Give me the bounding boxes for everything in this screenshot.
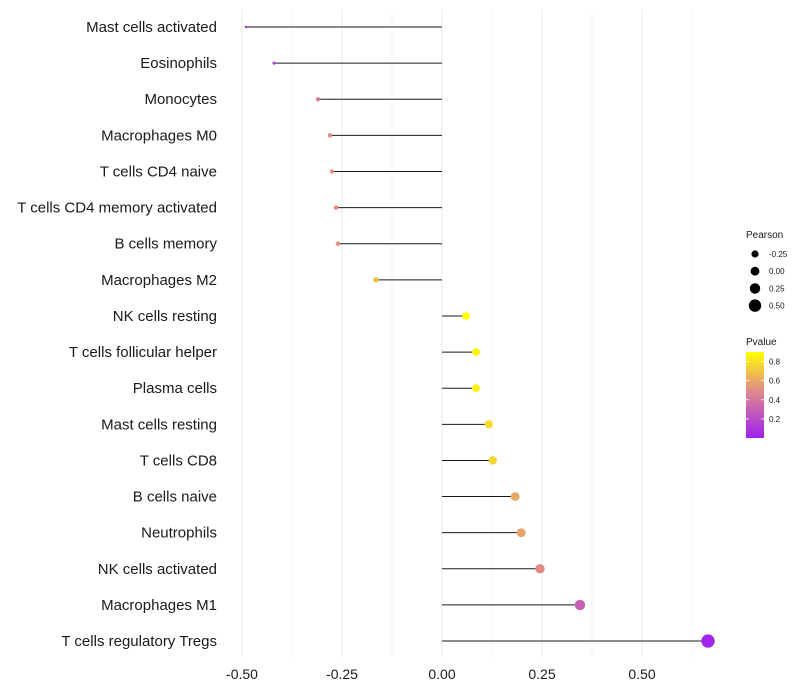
color-legend-label: 0.4 — [769, 396, 781, 405]
color-legend-label: 0.8 — [769, 358, 781, 367]
size-legend-key — [750, 266, 760, 276]
category-label: Eosinophils — [140, 55, 217, 72]
lollipop-point — [244, 25, 248, 29]
category-label: Plasma cells — [133, 380, 217, 397]
color-legend-bar — [746, 352, 764, 438]
category-label: Macrophages M2 — [101, 272, 217, 289]
point-layer — [244, 25, 715, 648]
size-legend-key — [751, 250, 759, 258]
size-legend-key — [748, 299, 762, 312]
x-tick-label: 0.00 — [428, 666, 455, 682]
lollipop-point — [472, 348, 480, 357]
color-legend-label: 0.6 — [769, 377, 781, 386]
category-label: Monocytes — [144, 91, 217, 108]
lollipop-point — [574, 599, 586, 611]
x-tick-label: 0.50 — [628, 666, 655, 682]
category-label: T cells CD4 memory activated — [17, 200, 217, 217]
lollipop-point — [329, 169, 335, 174]
lollipop-point — [315, 97, 321, 102]
lollipop-point — [535, 564, 545, 574]
size-legend-title: Pearson — [746, 230, 783, 241]
category-label: NK cells resting — [113, 308, 217, 325]
x-tick-label: -0.50 — [226, 666, 258, 682]
lollipop-point — [373, 277, 379, 283]
size-legend-label: 0.00 — [769, 267, 785, 276]
lollipop-point — [333, 205, 339, 210]
category-label: T cells CD4 naive — [100, 163, 217, 180]
color-legend: Pvalue 0.2 0.4 0.6 0.8 — [746, 337, 781, 438]
lollipop-point — [516, 528, 526, 538]
stem-layer — [246, 26, 708, 642]
category-label: T cells regulatory Tregs — [61, 633, 217, 650]
lollipop-point — [462, 312, 470, 320]
lollipop-point — [472, 384, 480, 393]
lollipop-point — [484, 420, 493, 429]
lollipop-point — [488, 456, 497, 465]
category-label: B cells memory — [114, 236, 217, 253]
color-legend-label: 0.2 — [769, 415, 781, 424]
category-label: T cells CD8 — [140, 452, 217, 469]
category-label: NK cells activated — [98, 561, 217, 578]
color-legend-title: Pvalue — [746, 337, 777, 348]
x-tick-label: -0.25 — [326, 666, 358, 682]
size-legend: Pearson -0.25 0.00 0.25 0.50 — [746, 230, 788, 312]
size-legend-label: -0.25 — [769, 250, 788, 259]
category-label: Mast cells activated — [86, 19, 217, 36]
lollipop-point — [510, 492, 520, 501]
category-label: T cells follicular helper — [69, 344, 217, 361]
category-label: Macrophages M0 — [101, 127, 217, 144]
lollipop-point — [701, 634, 715, 648]
category-label: Neutrophils — [141, 525, 217, 542]
category-labels: Mast cells activated Eosinophils Monocytes… — [17, 19, 217, 650]
grid-layer — [241, 10, 693, 658]
lollipop-point — [335, 241, 341, 247]
category-label: B cells naive — [133, 489, 217, 506]
x-tick-label: 0.25 — [528, 666, 555, 682]
category-label: Macrophages M1 — [101, 597, 217, 614]
x-axis-ticks: -0.50 -0.25 0.00 0.25 0.50 — [226, 666, 656, 682]
size-legend-key — [749, 283, 761, 294]
size-legend-label: 0.50 — [769, 302, 785, 311]
size-legend-label: 0.25 — [769, 284, 785, 293]
lollipop-point — [327, 133, 333, 138]
lollipop-point — [272, 61, 276, 65]
category-label: Mast cells resting — [101, 416, 217, 433]
